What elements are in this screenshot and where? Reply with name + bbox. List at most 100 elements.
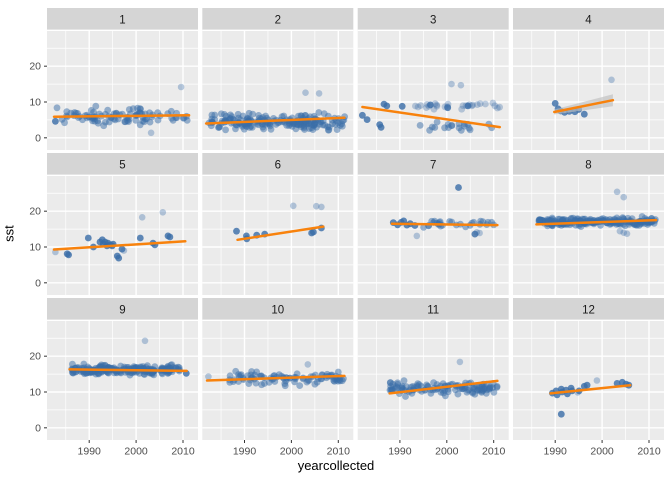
trend-line [388, 379, 499, 395]
data-point [302, 112, 309, 119]
facet-strip [357, 8, 509, 30]
data-point [259, 123, 267, 131]
data-point [232, 367, 240, 375]
trend-line [52, 114, 191, 118]
data-point [457, 126, 465, 134]
data-point [398, 102, 406, 110]
data-point [412, 102, 419, 110]
panel-background [513, 175, 664, 295]
facet-strip [202, 8, 354, 30]
facet-strip [47, 153, 198, 175]
x-axis-title: yearcollected [297, 458, 375, 473]
x-tick-label: 2010 [482, 446, 506, 458]
data-point-light [616, 227, 624, 235]
x-tick-label: 2010 [637, 446, 661, 458]
data-point [431, 124, 439, 131]
data-point-light [476, 229, 483, 237]
data-point [154, 109, 162, 116]
data-point [491, 102, 499, 110]
data-points [359, 80, 503, 134]
data-point [496, 103, 503, 111]
data-point [441, 386, 449, 394]
data-point [473, 101, 481, 108]
data-point-light [141, 337, 149, 345]
data-point [644, 221, 652, 228]
data-point [444, 104, 452, 112]
data-point [433, 102, 441, 110]
y-tick-label: 0 [35, 422, 41, 434]
data-point [442, 392, 449, 400]
data-point-light [304, 361, 312, 368]
data-point [118, 245, 126, 253]
data-point [486, 384, 493, 392]
facet-panel-5: 5 0 10 20 [29, 153, 198, 295]
data-point [53, 104, 61, 112]
gridlines [47, 174, 198, 295]
data-point [111, 116, 119, 124]
data-point [489, 99, 497, 107]
data-point [87, 107, 95, 114]
data-point-light [620, 229, 627, 236]
data-point-light [205, 373, 212, 380]
data-point [557, 410, 565, 418]
data-point [92, 102, 100, 110]
data-point [475, 385, 483, 392]
gridlines [513, 174, 664, 295]
facet-panel-9: 9 0 10 20 1990 2000 2010 [29, 298, 198, 458]
trend-line [390, 222, 499, 227]
data-point [494, 104, 501, 112]
data-point [166, 233, 174, 241]
data-point-light [313, 202, 320, 210]
data-point-light [456, 358, 464, 366]
data-point [338, 377, 346, 385]
trend-line [535, 218, 658, 226]
trend-line [68, 368, 188, 373]
data-point [551, 100, 559, 107]
data-point [146, 118, 154, 126]
x-tick-label: 2000 [435, 446, 459, 458]
x-tick-label: 2010 [327, 446, 351, 458]
data-point [416, 122, 424, 129]
data-point [459, 102, 467, 109]
data-point-light [302, 89, 309, 96]
y-tick-label: 20 [29, 206, 41, 218]
data-point [315, 109, 323, 116]
y-tick-label: 0 [35, 132, 41, 144]
data-point [249, 110, 257, 118]
facet-strip-label: 4 [585, 15, 592, 27]
y-tick-label: 10 [29, 387, 41, 399]
data-point-light [608, 76, 615, 84]
panel-background [202, 175, 354, 295]
x-tick-label: 2000 [590, 446, 614, 458]
facet-strip [513, 8, 664, 30]
facet-strip-label: 2 [275, 15, 281, 27]
gridlines [202, 174, 354, 295]
data-point-light [147, 129, 155, 137]
data-point [427, 101, 434, 109]
data-point [426, 126, 433, 134]
data-point [136, 234, 144, 242]
data-point [613, 380, 621, 387]
data-point-light [177, 83, 185, 91]
data-point [394, 379, 401, 387]
data-point [169, 364, 177, 371]
data-point [222, 126, 230, 134]
facet-strip [202, 298, 354, 320]
data-point [377, 124, 385, 131]
x-tick-label: 1990 [388, 446, 412, 458]
data-point [458, 105, 466, 113]
trend-line [52, 240, 187, 251]
data-point [363, 116, 371, 123]
data-point [233, 227, 240, 235]
data-point [583, 381, 591, 389]
data-point [325, 126, 333, 134]
data-point-light [318, 203, 325, 211]
facet-panel-11: 11 1990 2000 2010 [357, 298, 509, 458]
data-point [52, 117, 59, 125]
facet-strip-label: 3 [430, 15, 436, 27]
facet-strip-label: 5 [119, 160, 125, 172]
gridlines [513, 29, 664, 150]
x-tick-label: 1990 [544, 446, 568, 458]
data-point [464, 102, 472, 110]
